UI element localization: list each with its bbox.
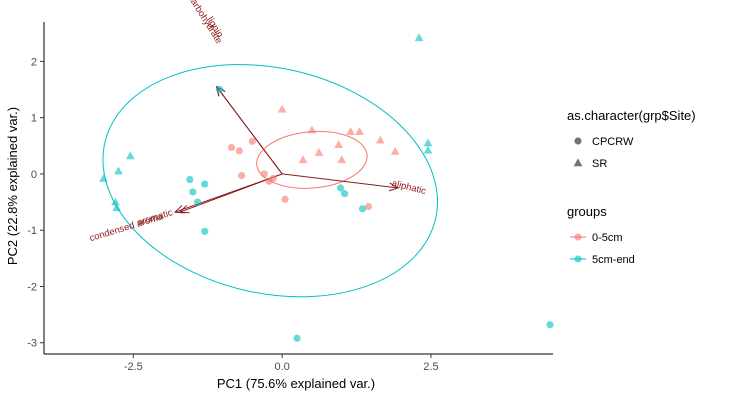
shape-legend-title: as.character(grp$Site) [567, 108, 696, 123]
point-0-5cm-1 [235, 147, 243, 155]
point-5cm-end-13 [125, 151, 135, 160]
group-legend: groups 0-5cm 5cm-end [567, 204, 635, 266]
legend-label-5cm-end: 5cm-end [592, 254, 635, 266]
x-tick-label-1: 0.0 [274, 361, 289, 373]
point-0-5cm-0 [227, 143, 236, 152]
point-5cm-end-16 [414, 33, 424, 42]
legend-key-point-1 [574, 255, 582, 263]
loading-arrow-2 [175, 173, 283, 212]
x-tick-label-2: 2.5 [423, 361, 438, 373]
point-5cm-end-17 [423, 138, 433, 147]
point-5cm-end-6 [341, 190, 349, 198]
point-5cm-end-12 [114, 166, 123, 175]
point-0-5cm-10 [307, 125, 317, 134]
point-0-5cm-11 [314, 147, 324, 156]
point-5cm-end-2 [201, 180, 209, 188]
y-tick-label-2: -1 [27, 225, 37, 237]
point-0-5cm-3 [238, 172, 246, 180]
point-5cm-end-8 [293, 334, 301, 342]
point-0-5cm-16 [337, 155, 347, 164]
point-0-5cm-17 [375, 135, 385, 144]
point-0-5cm-7 [281, 195, 289, 203]
point-0-5cm-12 [334, 140, 344, 148]
point-5cm-end-9 [546, 321, 554, 329]
point-5cm-end-18 [423, 145, 433, 154]
y-axis-title: PC2 (22.8% explained var.) [5, 107, 20, 265]
point-5cm-end-0 [186, 175, 194, 184]
point-5cm-end-4 [201, 227, 209, 235]
group-legend-title: groups [567, 204, 607, 219]
loading-label-2: condensed aroma [88, 211, 165, 244]
shape-legend: as.character(grp$Site) CPCRW SR [567, 108, 696, 170]
legend-label-cpcrw: CPCRW [592, 136, 634, 148]
legend-label-0-5cm: 0-5cm [592, 232, 623, 244]
point-0-5cm-18 [390, 146, 400, 155]
point-0-5cm-13 [346, 127, 355, 136]
point-5cm-end-10 [216, 85, 224, 94]
legend-key-triangle [573, 158, 583, 167]
y-tick-label-0: -3 [27, 338, 37, 350]
y-tick-label-1: -2 [27, 281, 37, 293]
point-0-5cm-14 [355, 127, 364, 136]
point-5cm-end-7 [358, 205, 367, 213]
axes-layer: -2.5 0.0 2.5 -3 -2 -1 0 1 2 [27, 22, 553, 373]
point-0-5cm-15 [298, 155, 308, 164]
point-5cm-end-3 [193, 198, 202, 206]
legend-key-circle [574, 137, 582, 145]
point-5cm-end-15 [112, 203, 121, 212]
y-tick-label-4: 1 [31, 113, 37, 125]
points-layer [99, 33, 554, 342]
loading-arrow-0 [282, 173, 398, 188]
point-5cm-end-14 [111, 197, 120, 206]
point-5cm-end-11 [99, 173, 108, 182]
x-tick-label-0: -2.5 [124, 361, 143, 373]
ellipse-5cm-end [102, 64, 438, 298]
y-tick-label-3: 0 [31, 169, 37, 181]
point-0-5cm-4 [260, 170, 268, 178]
legend-key-point-0 [574, 233, 582, 241]
point-5cm-end-5 [336, 184, 345, 192]
y-tick-label-5: 2 [31, 56, 37, 68]
x-axis-title: PC1 (75.6% explained var.) [217, 376, 375, 391]
point-0-5cm-2 [248, 137, 256, 145]
loading-label-0: aliphatic [391, 178, 428, 197]
loading-arrow-4 [217, 87, 283, 175]
legend-label-sr: SR [592, 158, 607, 170]
point-0-5cm-6 [269, 174, 277, 183]
point-0-5cm-8 [364, 202, 373, 211]
point-5cm-end-1 [189, 188, 197, 196]
point-0-5cm-9 [277, 104, 287, 113]
